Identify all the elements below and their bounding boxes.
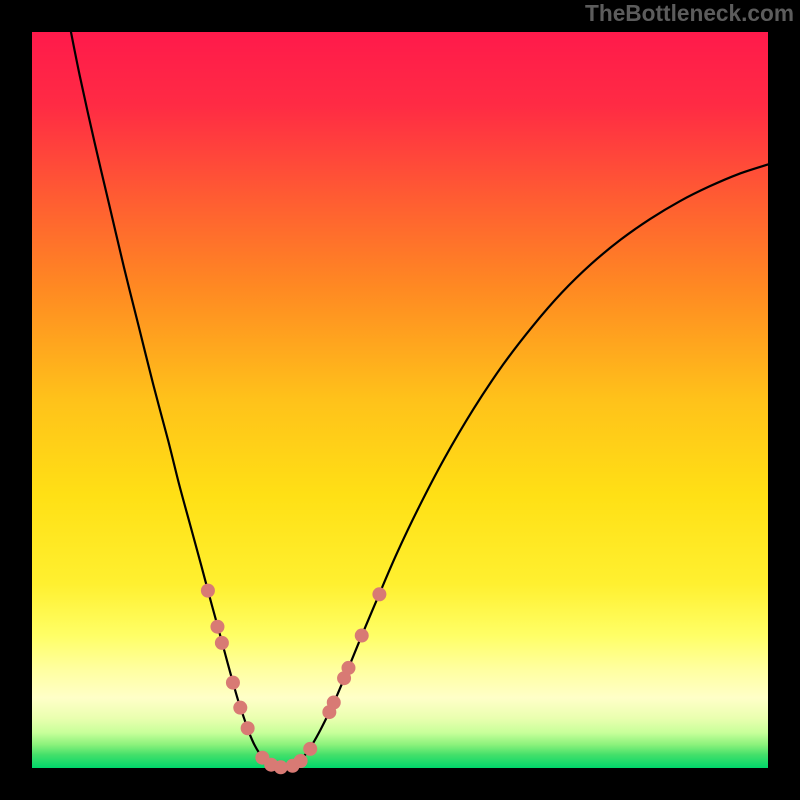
- marker-dot: [226, 676, 240, 690]
- marker-dot: [241, 721, 255, 735]
- marker-dot: [201, 584, 215, 598]
- chart-stage: TheBottleneck.com: [0, 0, 800, 800]
- marker-dot: [233, 701, 247, 715]
- watermark-text: TheBottleneck.com: [585, 0, 794, 27]
- marker-dot: [294, 754, 308, 768]
- marker-dot: [372, 587, 386, 601]
- marker-dot: [210, 620, 224, 634]
- marker-dot: [215, 636, 229, 650]
- marker-dot: [355, 629, 369, 643]
- plot-background: [32, 32, 768, 768]
- marker-dot: [274, 760, 288, 774]
- marker-dot: [327, 695, 341, 709]
- marker-dot: [341, 661, 355, 675]
- chart-svg: [0, 0, 800, 800]
- marker-dot: [303, 742, 317, 756]
